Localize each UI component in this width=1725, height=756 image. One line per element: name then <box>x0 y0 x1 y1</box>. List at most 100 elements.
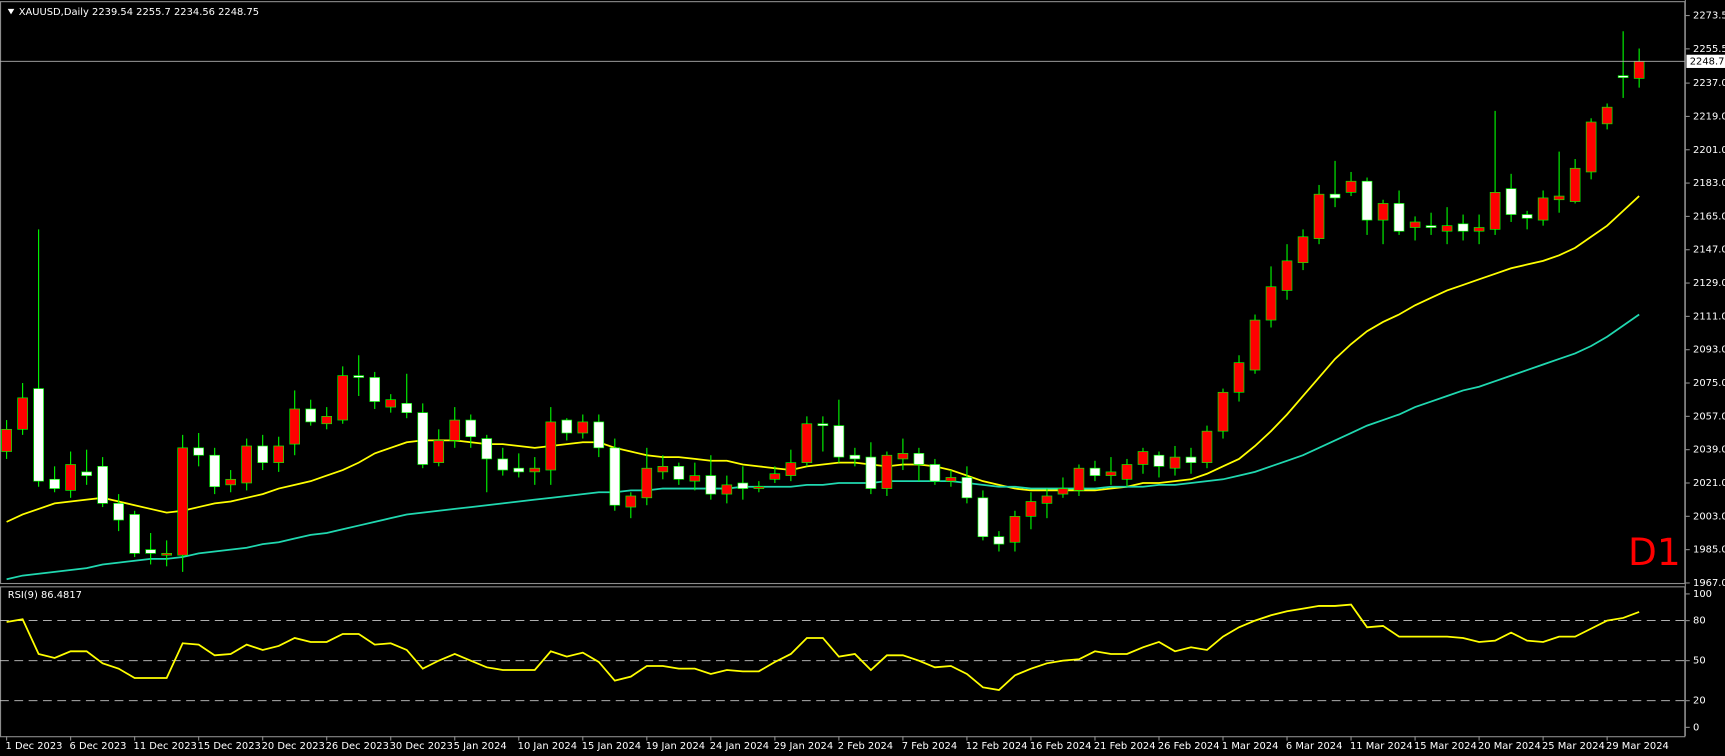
candle-body <box>1121 464 1133 480</box>
x-tick-label: 15 Jan 2024 <box>582 741 641 752</box>
candle-body <box>225 478 236 486</box>
candle-body <box>513 467 525 473</box>
candle-body <box>449 419 461 441</box>
candle-body <box>49 478 60 489</box>
x-tick-label: 24 Jan 2024 <box>710 741 769 752</box>
y-tick-label: 0 <box>1693 722 1699 733</box>
y-tick-label: 80 <box>1693 616 1706 627</box>
candle-body <box>1089 467 1101 476</box>
candle-body <box>1473 227 1485 232</box>
candle-body <box>1569 167 1581 202</box>
candle-body <box>1217 391 1229 432</box>
x-tick-label: 26 Dec 2023 <box>326 741 389 752</box>
candle-body <box>625 495 637 508</box>
candle-body <box>1313 193 1325 239</box>
candle-body <box>97 466 108 504</box>
candle-body <box>1425 225 1437 228</box>
y-tick-label: 2219.00 <box>1693 111 1725 122</box>
x-tick-label: 15 Mar 2024 <box>1414 741 1477 752</box>
timeframe-label: D1 <box>1628 530 1681 574</box>
candle-body <box>81 471 92 476</box>
y-tick-label: 2273.50 <box>1693 11 1725 22</box>
candle-body <box>593 421 605 449</box>
candle-body <box>769 473 781 480</box>
candle-body <box>545 421 557 471</box>
y-tick-label: 1985.00 <box>1693 545 1725 556</box>
rsi-header: RSI(9) 86.4817 <box>8 590 82 601</box>
y-tick-label: 2201.00 <box>1693 145 1725 156</box>
candle-body <box>305 408 316 423</box>
candle-body <box>1169 456 1181 469</box>
candle-body <box>1553 195 1565 201</box>
x-tick-label: 11 Dec 2023 <box>134 741 197 752</box>
candle-body <box>993 536 1005 545</box>
candle-body <box>529 467 541 473</box>
rsi-value: 86.4817 <box>41 590 82 601</box>
high-value: 2255.7 <box>136 7 171 18</box>
candle-body <box>129 514 140 554</box>
y-tick-label: 20 <box>1693 696 1706 707</box>
candle-body <box>801 423 813 463</box>
candle-body <box>17 397 28 430</box>
candle-body <box>289 408 300 445</box>
x-tick-label: 6 Dec 2023 <box>70 741 127 752</box>
y-tick-label: 2111.00 <box>1693 311 1725 322</box>
candle-body <box>753 486 765 489</box>
candle-body <box>1377 203 1389 221</box>
candle-body <box>1489 192 1501 230</box>
candle-body <box>705 475 717 495</box>
x-tick-label: 20 Dec 2023 <box>262 741 325 752</box>
candle-body <box>641 467 653 499</box>
candle-body <box>1041 495 1053 504</box>
candle-body <box>737 482 749 489</box>
candle-body <box>273 445 284 463</box>
candle-body <box>1233 362 1245 393</box>
y-tick-label: 2093.00 <box>1693 345 1725 356</box>
rsi-line <box>6 603 1640 691</box>
candle-body <box>913 453 925 465</box>
candle-body <box>65 464 76 491</box>
open-value: 2239.54 <box>92 7 133 18</box>
x-tick-label: 21 Feb 2024 <box>1094 741 1156 752</box>
candle-body <box>1025 501 1037 517</box>
y-tick-label: 2237.00 <box>1693 78 1725 89</box>
candle-body <box>1393 203 1405 232</box>
candle-body <box>1505 188 1517 215</box>
x-tick-label: 11 Mar 2024 <box>1350 741 1413 752</box>
candle-body <box>929 464 941 482</box>
candle-body <box>1281 260 1293 291</box>
y-tick-label: 2003.00 <box>1693 511 1725 522</box>
y-tick-label: 2165.00 <box>1693 211 1725 222</box>
candle-body <box>465 419 477 438</box>
candle-body <box>241 445 252 484</box>
candle-body <box>1537 197 1549 221</box>
candle-body <box>401 403 413 413</box>
x-tick-label: 6 Mar 2024 <box>1286 741 1343 752</box>
current-price-tag <box>1686 54 1725 68</box>
moving-average-line <box>6 195 1640 523</box>
low-value: 2234.56 <box>174 7 215 18</box>
y-tick-label: 2075.00 <box>1693 378 1725 389</box>
candle-body <box>369 377 381 402</box>
candle-body <box>817 423 829 426</box>
candle-body <box>1105 471 1117 476</box>
candle-body <box>977 497 989 538</box>
candle-body <box>865 456 877 489</box>
candle-body <box>689 475 701 482</box>
y-tick-label: 2021.00 <box>1693 478 1725 489</box>
candle-body <box>1441 225 1453 232</box>
y-tick-label: 2255.50 <box>1693 44 1725 55</box>
y-tick-label: 2057.00 <box>1693 411 1725 422</box>
x-tick-label: 1 Mar 2024 <box>1222 741 1279 752</box>
candle-body <box>1297 236 1309 264</box>
candle-body <box>849 454 861 460</box>
candle-body <box>673 466 685 480</box>
candle-body <box>321 416 333 425</box>
candle-body <box>1153 454 1165 467</box>
menu-arrow[interactable] <box>7 8 15 15</box>
candle-body <box>609 447 621 506</box>
candle-body <box>497 458 509 471</box>
y-tick-label: 50 <box>1693 656 1706 667</box>
